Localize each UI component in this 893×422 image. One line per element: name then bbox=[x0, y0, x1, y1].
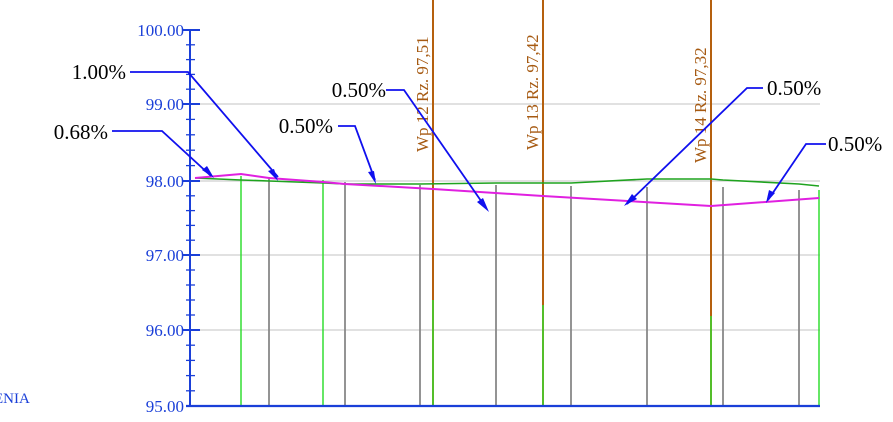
arrowhead bbox=[202, 166, 214, 178]
axis-label-95: 95.00 bbox=[146, 397, 184, 416]
arrowhead bbox=[368, 171, 376, 184]
arrowhead bbox=[477, 198, 489, 212]
arrowhead bbox=[624, 194, 637, 206]
side-label: ENIA bbox=[0, 391, 30, 407]
slope-leaders bbox=[112, 71, 826, 209]
slope-label-1-00: 1.00% bbox=[72, 60, 126, 84]
axis-major-ticks bbox=[182, 29, 200, 331]
leader-0-50-a bbox=[386, 89, 487, 209]
station-lines bbox=[240, 176, 820, 406]
arrowhead bbox=[766, 190, 775, 203]
slope-label-0-50-b: 0.50% bbox=[279, 114, 333, 138]
axis-label-99: 99.00 bbox=[146, 95, 184, 114]
vertical-axis: 100.00 99.00 98.00 97.00 96.00 95.00 bbox=[137, 21, 820, 416]
axis-label-100: 100.00 bbox=[137, 21, 184, 40]
slope-label-0-50-a: 0.50% bbox=[332, 78, 386, 102]
leader-0-50-b bbox=[338, 125, 376, 181]
slope-label-0-50-c: 0.50% bbox=[767, 76, 821, 100]
axis-minor-ticks bbox=[186, 44, 195, 392]
leader-1-00 bbox=[130, 71, 279, 178]
axis-label-98: 98.00 bbox=[146, 172, 184, 191]
leader-0-50-c bbox=[626, 87, 763, 205]
axis-label-97: 97.00 bbox=[146, 246, 184, 265]
arrowhead bbox=[268, 169, 278, 181]
pipe-line bbox=[194, 172, 820, 208]
slope-label-0-68: 0.68% bbox=[54, 120, 108, 144]
terrain-line bbox=[194, 177, 820, 187]
slope-label-0-50-d: 0.50% bbox=[828, 132, 882, 156]
leader-arrowheads bbox=[202, 166, 775, 212]
leader-0-68 bbox=[112, 130, 212, 177]
well-label-wp13: Wp 13 Rz. 97,42 bbox=[523, 34, 542, 150]
well-label-wp14: Wp 14 Rz. 97,32 bbox=[691, 47, 710, 163]
well-lines bbox=[432, 0, 712, 406]
leader-0-50-d bbox=[767, 143, 826, 201]
axis-label-96: 96.00 bbox=[146, 321, 184, 340]
gridlines bbox=[190, 103, 820, 331]
well-label-wp12: Wp 12 Rz. 97,51 bbox=[413, 36, 432, 152]
